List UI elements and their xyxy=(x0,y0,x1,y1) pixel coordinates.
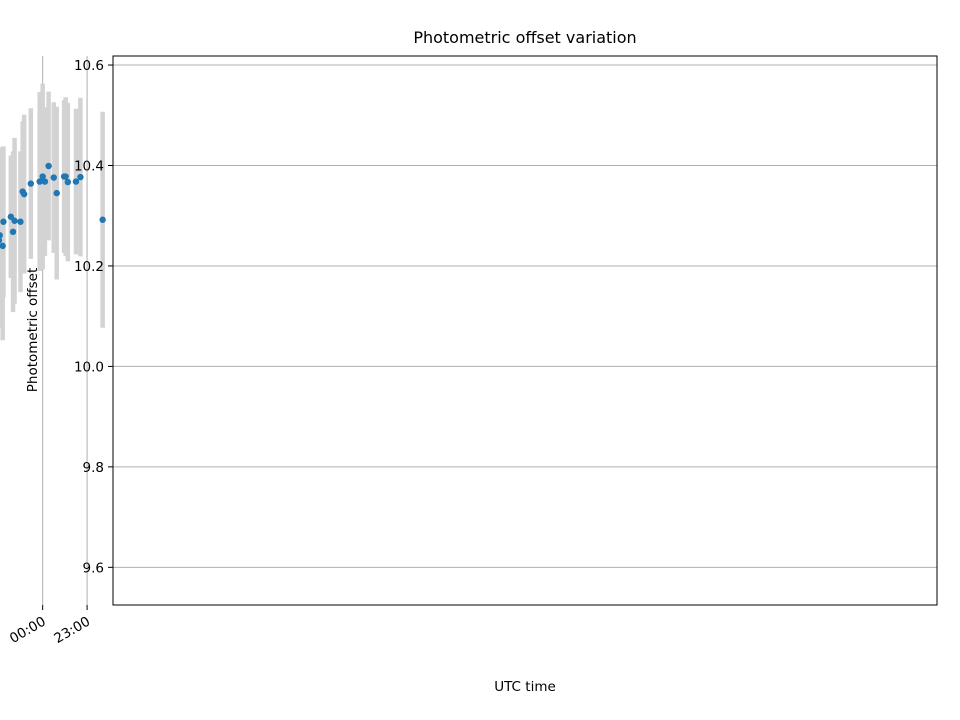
data-point xyxy=(60,173,68,180)
data-point xyxy=(77,173,84,181)
data-point xyxy=(45,162,52,170)
data-point xyxy=(0,232,3,239)
data-point xyxy=(0,218,7,225)
data-point xyxy=(7,213,15,220)
x-tick-label: 01:00 xyxy=(0,614,4,647)
y-tick-label: 10.2 xyxy=(74,259,104,275)
data-point xyxy=(0,242,6,250)
chart-title: Photometric offset variation xyxy=(413,28,636,47)
y-axis-label: Photometric offset xyxy=(25,268,41,392)
x-tick-label: 00:00 xyxy=(7,614,49,647)
data-point xyxy=(53,189,60,197)
y-tick-label: 9.8 xyxy=(83,460,104,476)
y-tick-label: 9.6 xyxy=(83,560,104,576)
data-point xyxy=(72,178,80,185)
y-axis-ticks: 9.6 9.8 10.0 10.2 10.4 10.6 xyxy=(74,58,113,576)
data-point xyxy=(27,180,35,187)
data-point xyxy=(17,218,24,225)
data-point xyxy=(64,178,72,186)
data-point xyxy=(99,216,106,223)
data-points xyxy=(0,162,106,250)
y-tick-label: 10.0 xyxy=(74,359,104,375)
y-tick-label: 10.4 xyxy=(74,158,104,174)
plot-frame xyxy=(112,55,938,606)
data-point xyxy=(50,174,57,181)
data-point xyxy=(39,173,46,180)
data-point xyxy=(11,217,18,224)
x-axis-label: UTC time xyxy=(494,679,556,695)
data-point xyxy=(19,188,26,195)
data-point xyxy=(9,228,17,236)
plot-area xyxy=(113,56,937,605)
x-tick-label: 23:00 xyxy=(51,614,93,647)
data-point xyxy=(41,178,49,185)
data-point xyxy=(0,237,3,244)
data-point xyxy=(36,178,43,185)
y-tick-label: 10.6 xyxy=(74,58,104,74)
